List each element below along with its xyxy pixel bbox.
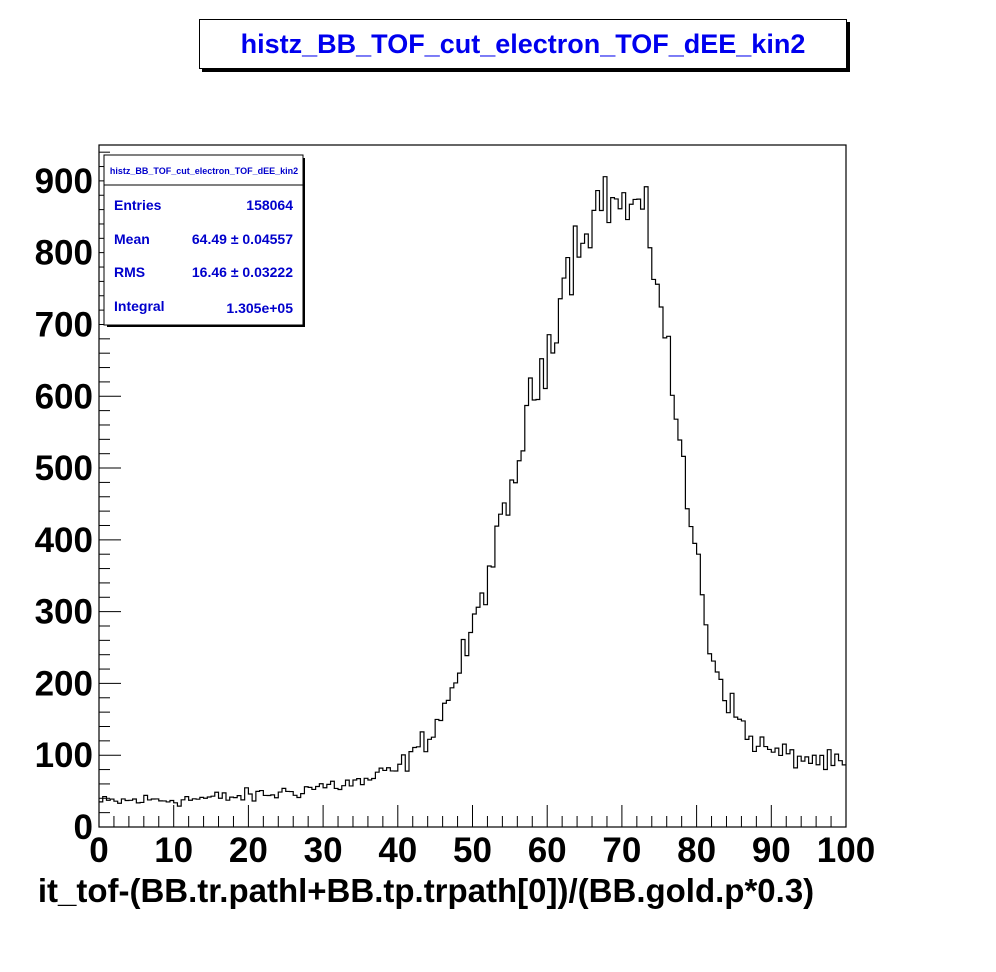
x-tick-label: 70: [602, 831, 641, 870]
stats-box-shadow-bottom: [107, 325, 305, 327]
x-tick-label: 10: [154, 831, 193, 870]
stats-rms-label: RMS: [114, 264, 145, 280]
stats-entries-value: 158064: [246, 197, 293, 213]
x-tick-label: 90: [752, 831, 791, 870]
x-tick-label: 30: [304, 831, 343, 870]
stats-mean-label: Mean: [114, 231, 150, 247]
y-tick-label: 100: [35, 736, 93, 775]
x-tick-label: 20: [229, 831, 268, 870]
y-tick-label: 300: [35, 593, 93, 632]
stats-integral-value: 1.305e+05: [226, 300, 293, 316]
stats-box-shadow-right: [303, 158, 305, 326]
x-tick-label: 50: [453, 831, 492, 870]
x-axis-ticks: [98, 805, 847, 827]
stats-integral-label: Integral: [114, 298, 165, 314]
histogram-line: [99, 176, 846, 807]
x-tick-label: 40: [378, 831, 417, 870]
y-tick-label: 700: [35, 305, 93, 344]
x-tick-label: 60: [528, 831, 567, 870]
x-tick-label: 100: [817, 831, 875, 870]
x-tick-label: 80: [677, 831, 716, 870]
y-axis-tick-labels: 0 100 200 300 400 500 600 700 800 900: [35, 162, 93, 847]
y-tick-label: 800: [35, 234, 93, 273]
stats-box-frame: [103, 154, 304, 326]
x-tick-label: 0: [89, 831, 108, 870]
y-tick-label: 500: [35, 449, 93, 488]
stats-mean-value: 64.49 ± 0.04557: [192, 231, 293, 247]
x-axis-title: it_tof-(BB.tr.pathl+BB.tp.trpath[0])/(BB…: [38, 872, 814, 909]
stats-entries-label: Entries: [114, 197, 162, 213]
y-tick-label: 600: [35, 377, 93, 416]
chart-title: histz_BB_TOF_cut_electron_TOF_dEE_kin2: [240, 28, 806, 59]
stats-rms-value: 16.46 ± 0.03222: [192, 264, 293, 280]
y-tick-label: 900: [35, 162, 93, 201]
stats-box-title: histz_BB_TOF_cut_electron_TOF_dEE_kin2: [110, 166, 298, 176]
y-tick-label: 400: [35, 521, 93, 560]
chart-title-box: histz_BB_TOF_cut_electron_TOF_dEE_kin2: [199, 19, 847, 69]
stats-box: histz_BB_TOF_cut_electron_TOF_dEE_kin2 E…: [103, 154, 305, 327]
x-axis-tick-labels: 0 10 20 30 40 50 60 70 80 90 100: [89, 831, 875, 870]
y-tick-label: 0: [74, 808, 93, 847]
y-tick-label: 200: [35, 664, 93, 703]
